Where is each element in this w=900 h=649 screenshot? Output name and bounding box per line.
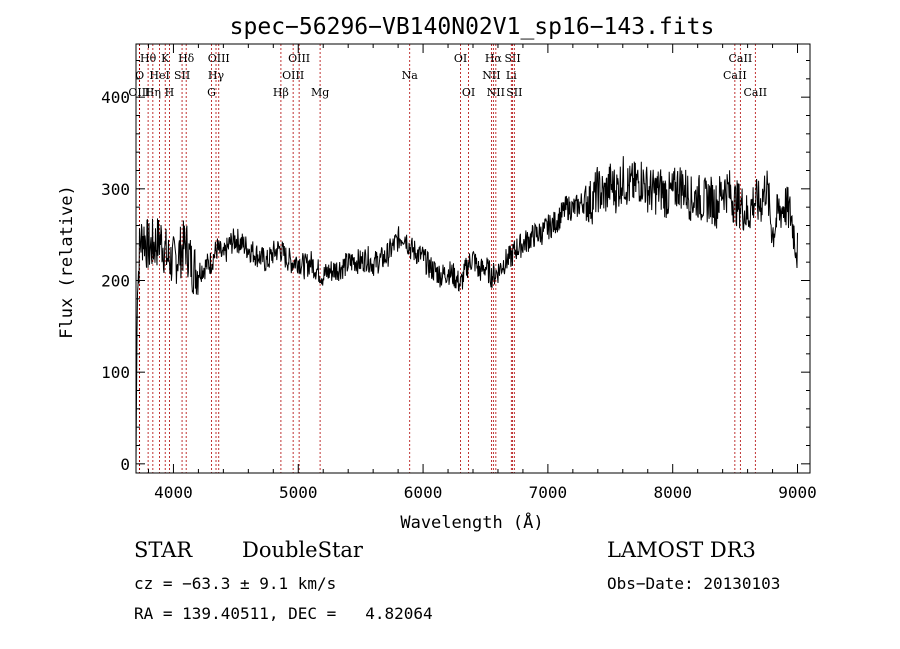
x-tick-label-5: 9000 <box>778 483 817 502</box>
flux-series <box>135 156 798 464</box>
line-label-6: Hδ <box>178 52 195 65</box>
line-label-0: Hθ <box>140 52 157 65</box>
x-tick-label-4: 8000 <box>653 483 692 502</box>
line-label-17: OI <box>454 52 467 65</box>
x-tick-label-1: 5000 <box>279 483 318 502</box>
line-label-14: Hβ <box>273 86 289 99</box>
line-label-1: O <box>135 69 144 82</box>
line-label-7: SII <box>174 69 190 82</box>
spectrum-chart: spec−56296−VB140N02V1_sp16−143.fits HθOO… <box>57 14 817 533</box>
line-label-24: SII <box>506 86 522 99</box>
x-tick-label-2: 6000 <box>404 483 443 502</box>
line-label-21: NII <box>487 86 505 99</box>
coordinates: RA = 139.40511, DEC = 4.82064 <box>134 604 433 623</box>
y-axis-label: Flux (relative) <box>57 185 77 339</box>
line-label-25: CaII <box>729 52 753 65</box>
line-label-27: CaII <box>743 86 767 99</box>
line-label-9: OIII <box>208 52 230 65</box>
y-tick-label-4: 400 <box>101 88 130 107</box>
line-label-8: H <box>165 86 175 99</box>
chart-title: spec−56296−VB140N02V1_sp16−143.fits <box>230 14 715 40</box>
plot-frame <box>135 43 811 474</box>
object-subclass: DoubleStar <box>242 538 363 562</box>
x-axis-label: Wavelength (Å) <box>400 511 543 533</box>
y-tick-label-2: 200 <box>101 272 130 291</box>
line-label-13: OIII <box>282 69 304 82</box>
redshift-velocity: cz = −63.3 ± 9.1 km/s <box>134 574 337 593</box>
y-tick-label-3: 300 <box>101 180 130 199</box>
line-label-5: Hη <box>145 86 161 99</box>
line-label-4: HeI <box>149 69 169 82</box>
observation-date: Obs−Date: 20130103 <box>607 574 781 593</box>
line-label-2: OIII <box>128 86 150 99</box>
line-label-15: Mg <box>311 86 329 99</box>
object-class: STAR <box>134 538 193 562</box>
y-tick-label-1: 100 <box>101 363 130 382</box>
line-label-12: OIII <box>288 52 310 65</box>
line-label-26: CaII <box>723 69 747 82</box>
spectral-line-markers: Hθ O OIII K HeI Hη Hδ SII H OIII Hγ G OIII OIII Hβ Mg Na… <box>128 44 767 473</box>
line-label-23: Li <box>506 69 517 82</box>
line-label-16: Na <box>402 69 419 82</box>
line-label-10: Hγ <box>208 69 225 82</box>
survey-name: LAMOST DR3 <box>607 538 756 562</box>
line-label-3: K <box>161 52 170 65</box>
line-label-20: NII <box>482 69 500 82</box>
line-label-19: Hα <box>485 52 503 65</box>
axis-ticks: 4000 5000 6000 7000 8000 9000 0 100 200 300 400 <box>101 44 817 502</box>
line-label-11: G <box>207 86 216 99</box>
line-label-22: SII <box>504 52 520 65</box>
line-label-18: OI <box>462 86 475 99</box>
y-tick-label-0: 0 <box>120 455 130 474</box>
x-tick-label-3: 7000 <box>529 483 568 502</box>
flux-line <box>135 156 798 464</box>
x-tick-label-0: 4000 <box>154 483 193 502</box>
